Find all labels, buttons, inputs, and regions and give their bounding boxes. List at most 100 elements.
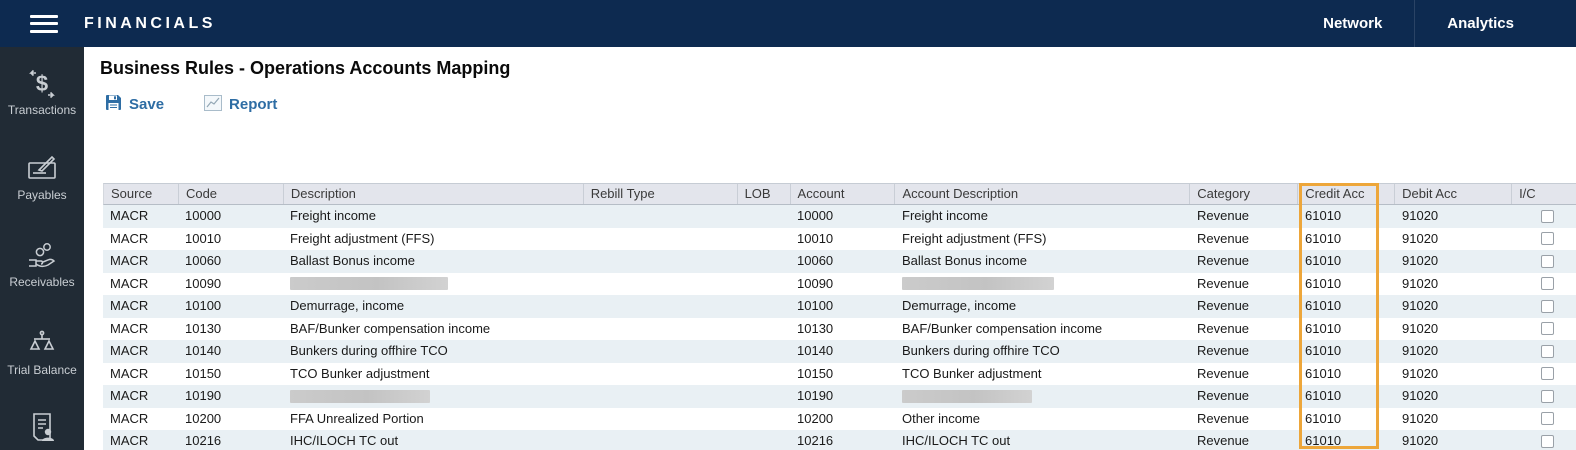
column-header-debit-acc[interactable]: Debit Acc bbox=[1395, 184, 1513, 204]
cell-credit: 61010 bbox=[1305, 388, 1342, 403]
column-header-i-c[interactable]: I/C bbox=[1519, 186, 1536, 201]
cell-source: MACR bbox=[110, 208, 149, 223]
column-header-lob[interactable]: LOB bbox=[738, 184, 791, 204]
cell-credit: 61010 bbox=[1305, 208, 1342, 223]
column-header-source[interactable]: Source bbox=[104, 184, 179, 204]
cell-account_description: IHC/ILOCH TC out bbox=[902, 433, 1011, 448]
sidebar-item-transactions[interactable]: $ Transactions bbox=[0, 68, 84, 117]
cell-rebill bbox=[583, 295, 737, 318]
sidebar-item-receivables[interactable]: Receivables bbox=[0, 240, 84, 289]
cell-account_description: TCO Bunker adjustment bbox=[902, 365, 1042, 381]
cell-category: Revenue bbox=[1197, 230, 1250, 246]
sidebar-item-trial-balance[interactable]: Trial Balance bbox=[0, 328, 84, 377]
sidebar-item-payables[interactable]: Payables bbox=[0, 153, 84, 202]
cell-lob bbox=[737, 228, 790, 251]
cell-credit: 61010 bbox=[1305, 365, 1342, 381]
cell-category: Revenue bbox=[1197, 253, 1250, 268]
cell-category: Revenue bbox=[1197, 433, 1250, 448]
ic-checkbox[interactable] bbox=[1541, 367, 1554, 380]
column-header-description[interactable]: Description bbox=[284, 184, 584, 204]
cell-debit: 91020 bbox=[1402, 343, 1439, 358]
ic-checkbox[interactable] bbox=[1541, 209, 1554, 223]
cell-source: MACR bbox=[110, 343, 149, 358]
cell-rebill bbox=[583, 408, 737, 431]
nav-network[interactable]: Network bbox=[1323, 15, 1383, 32]
ic-checkbox[interactable] bbox=[1541, 322, 1554, 335]
table-row[interactable]: MACR 10000 Freight income 10000 Freight inco… bbox=[103, 205, 1576, 228]
ic-checkbox[interactable] bbox=[1541, 344, 1554, 358]
ic-checkbox[interactable] bbox=[1541, 232, 1554, 245]
redacted-text bbox=[290, 277, 448, 290]
document-person-icon bbox=[0, 410, 84, 446]
table-row[interactable]: MACR 10100 Demurrage, income 10100 Demurrage… bbox=[103, 295, 1576, 318]
cell-lob bbox=[737, 250, 790, 273]
ic-cell bbox=[1512, 250, 1576, 273]
table-row[interactable]: MACR 10190 10190 Revenue 61010 91020 bbox=[103, 385, 1576, 408]
cell-code: 10000 bbox=[185, 208, 222, 223]
ic-cell bbox=[1512, 228, 1576, 251]
cell-rebill bbox=[583, 385, 737, 408]
cell-rebill bbox=[583, 318, 737, 341]
cell-account: 10060 bbox=[797, 253, 834, 268]
table-row[interactable]: MACR 10140 Bunkers during offhire TCO 10140… bbox=[103, 340, 1576, 363]
report-chart-icon bbox=[204, 94, 223, 115]
ic-checkbox[interactable] bbox=[1541, 434, 1554, 448]
table-row[interactable]: MACR 10200 FFA Unrealized Portion 10200 Othe… bbox=[103, 407, 1576, 431]
ic-checkbox[interactable] bbox=[1541, 412, 1554, 425]
table-header: Source Code Description Rebill Type LOB Accou… bbox=[103, 183, 1576, 205]
table-body: MACR 10000 Freight income 10000 Freight inco… bbox=[103, 205, 1576, 450]
cell-code: 10200 bbox=[185, 410, 222, 426]
cell-account_description bbox=[895, 273, 1190, 296]
column-header-code[interactable]: Code bbox=[179, 184, 284, 204]
table-row[interactable]: MACR 10130 BAF/Bunker compensation income 1… bbox=[103, 317, 1576, 341]
sidebar: $ Transactions Payables Re bbox=[0, 47, 84, 450]
cell-lob bbox=[737, 318, 790, 341]
cell-account: 10090 bbox=[797, 275, 834, 291]
cell-debit: 91020 bbox=[1402, 365, 1439, 381]
cell-description: TCO Bunker adjustment bbox=[290, 365, 430, 381]
table-row[interactable]: MACR 10060 Ballast Bonus income 10060 Ballas… bbox=[103, 250, 1576, 273]
table-row[interactable]: MACR 10090 10090 Revenue 61010 91020 bbox=[103, 272, 1576, 296]
hamburger-menu-icon[interactable] bbox=[30, 14, 58, 33]
save-button[interactable]: Save bbox=[105, 94, 164, 115]
sidebar-item-bottom[interactable] bbox=[0, 410, 84, 450]
ic-cell bbox=[1512, 273, 1576, 296]
cell-category: Revenue bbox=[1197, 343, 1250, 358]
redacted-text bbox=[902, 277, 1054, 290]
cell-account: 10140 bbox=[797, 343, 834, 358]
cell-category: Revenue bbox=[1197, 298, 1250, 313]
cell-description: Bunkers during offhire TCO bbox=[290, 343, 448, 358]
cell-credit: 61010 bbox=[1305, 343, 1342, 358]
cell-account_description: BAF/Bunker compensation income bbox=[902, 320, 1103, 336]
dollar-transfer-icon: $ bbox=[0, 68, 84, 100]
ic-checkbox[interactable] bbox=[1541, 254, 1554, 268]
ic-cell bbox=[1512, 318, 1576, 341]
cell-account: 10150 bbox=[797, 365, 834, 381]
report-button[interactable]: Report bbox=[204, 94, 277, 115]
cell-category: Revenue bbox=[1197, 365, 1250, 381]
cell-category: Revenue bbox=[1197, 208, 1250, 223]
cell-credit: 61010 bbox=[1305, 320, 1342, 336]
cell-rebill bbox=[583, 250, 737, 273]
cell-account: 10216 bbox=[797, 433, 834, 448]
ic-checkbox[interactable] bbox=[1541, 277, 1554, 290]
column-header-category[interactable]: Category bbox=[1190, 184, 1299, 204]
ic-checkbox[interactable] bbox=[1541, 299, 1554, 313]
redacted-text bbox=[902, 389, 1032, 403]
table-row[interactable]: MACR 10216 IHC/ILOCH TC out 10216 IHC/ILOCH … bbox=[103, 430, 1576, 450]
column-header-credit-acc[interactable]: Credit Acc bbox=[1298, 184, 1396, 204]
cell-code: 10130 bbox=[185, 320, 222, 336]
column-header-rebill-type[interactable]: Rebill Type bbox=[584, 184, 738, 204]
column-header-account[interactable]: Account bbox=[791, 184, 896, 204]
cell-description: Demurrage, income bbox=[290, 298, 405, 313]
table-row[interactable]: MACR 10010 Freight adjustment (FFS) 10010 Fr… bbox=[103, 227, 1576, 251]
table-row[interactable]: MACR 10150 TCO Bunker adjustment 10150 TCO B… bbox=[103, 362, 1576, 385]
ic-checkbox[interactable] bbox=[1541, 389, 1554, 403]
cell-rebill bbox=[583, 228, 737, 251]
cell-account_description: Freight adjustment (FFS) bbox=[902, 230, 1047, 246]
cell-description: Ballast Bonus income bbox=[290, 253, 416, 268]
column-header-account-description[interactable]: Account Description bbox=[895, 184, 1191, 204]
cell-lob bbox=[737, 295, 790, 318]
nav-analytics[interactable]: Analytics bbox=[1447, 15, 1514, 32]
cell-code: 10140 bbox=[185, 343, 222, 358]
